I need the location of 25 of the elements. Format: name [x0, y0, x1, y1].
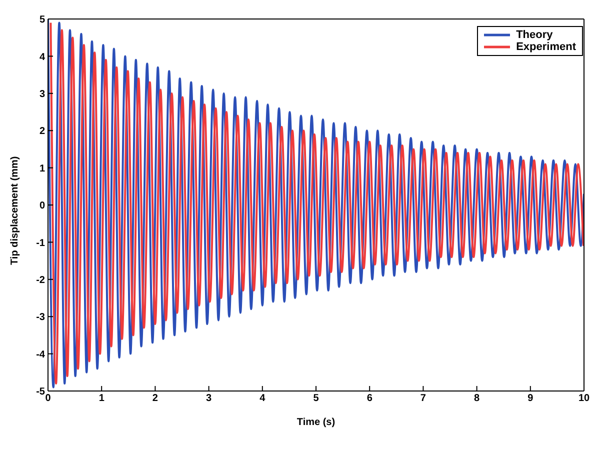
x-tick-label: 1 — [98, 393, 105, 404]
y-tick-label: 2 — [39, 126, 46, 138]
legend-label: Theory — [516, 29, 553, 41]
y-tick-label: -3 — [36, 312, 46, 324]
legend-label: Experiment — [516, 41, 576, 53]
x-tick-label: 9 — [528, 393, 534, 404]
y-tick-label: 4 — [39, 52, 46, 63]
y-tick-label: 5 — [39, 14, 46, 26]
y-tick-label: -2 — [36, 274, 46, 286]
y-tick-label: -4 — [36, 349, 46, 360]
y-tick-label: 3 — [39, 88, 46, 100]
x-tick-label: 7 — [420, 393, 426, 404]
x-tick-label: 6 — [366, 393, 373, 404]
x-tick-label: 8 — [474, 393, 480, 404]
x-tick-label: 3 — [206, 393, 212, 404]
x-tick-label: 2 — [152, 393, 158, 404]
x-tick-label: 4 — [260, 393, 266, 404]
y-tick-label: -1 — [36, 238, 46, 249]
x-axis-title: Time (s) — [296, 417, 336, 428]
x-tick-label: 10 — [578, 393, 590, 404]
y-axis-title: Tip displacement (mm) — [10, 156, 21, 265]
y-tick-label: 1 — [39, 163, 46, 174]
x-tick-label: 5 — [313, 393, 320, 404]
y-tick-label: -5 — [36, 386, 46, 398]
y-tick-label: 0 — [39, 200, 46, 212]
